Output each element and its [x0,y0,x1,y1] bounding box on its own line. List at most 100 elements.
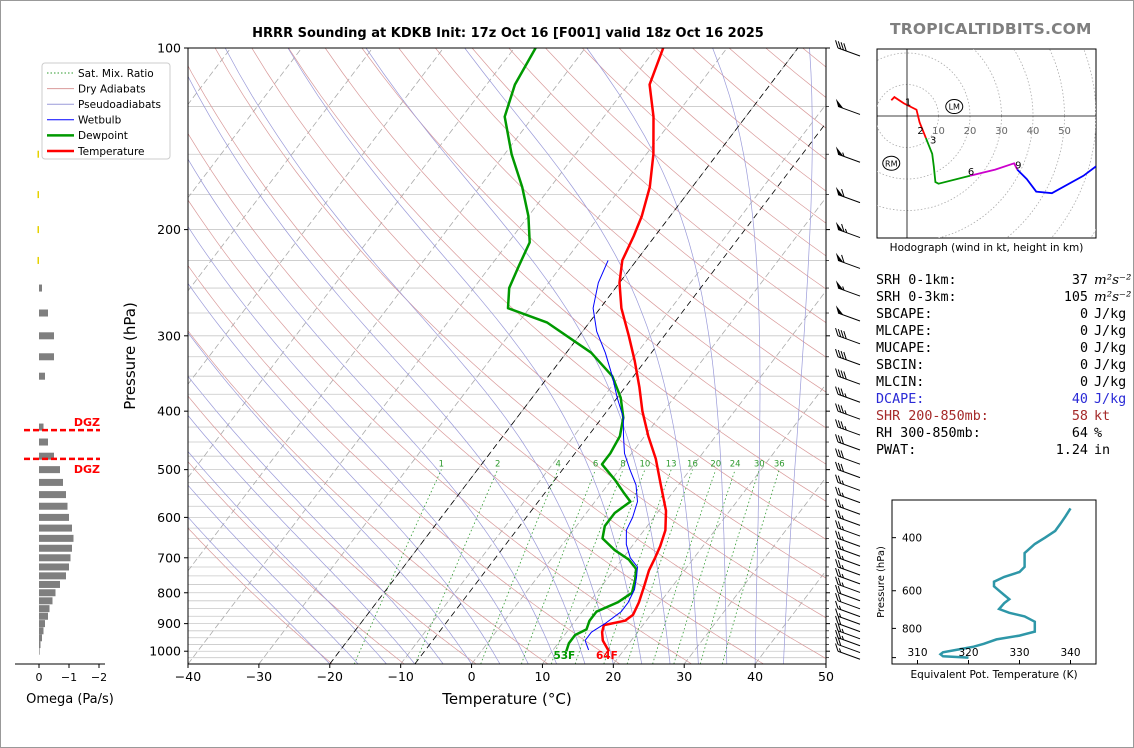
dry-adiabat-line [398,48,826,429]
omega-bar [39,491,66,499]
hodograph-marker-label: LM [949,103,960,112]
mixing-ratio-label: 6 [593,460,598,470]
omega-bar [39,634,42,642]
stats-value: 1.24 [1055,443,1088,458]
mixing-ratio-line [699,469,760,664]
stats-row: MUCAPE: 0 J/kg [876,340,1131,357]
wind-barb-full [835,386,839,395]
isotherm-line [683,476,826,664]
moist-adiabat-line [712,48,761,664]
omega-bar [39,466,60,474]
omega-bar [39,605,50,613]
wind-barb [835,327,861,345]
wind-barb [835,608,861,625]
stats-unit: J/kg [1094,358,1127,373]
wind-barb [835,568,861,585]
omega-bar [39,423,44,431]
stats-row: SRH 0-3km: 105 m²s⁻² [876,289,1131,306]
surface-temperature-label: 64F [596,650,618,662]
wind-barb-flag [835,98,844,109]
wind-barb-staff [837,47,861,57]
mixing-ratio-line [550,469,624,664]
stats-value: 0 [1079,307,1088,322]
wind-barb-half [838,648,842,653]
stats-value: 0 [1079,324,1088,339]
omega-bar [39,544,72,552]
wind-barb-staff [837,650,861,660]
wind-barb [835,386,861,403]
theta-e-y-tick-label: 800 [902,623,922,635]
wind-barb-full [837,435,842,444]
wind-barb-full [837,404,842,413]
wind-barb [835,434,861,451]
hodograph-height-label: 1 [905,98,911,109]
wind-barb [835,629,861,647]
wind-barb-full [843,43,847,52]
wind-barb-full [837,487,842,496]
wind-barb-full [843,330,847,339]
wind-barb-full [840,329,844,338]
dry-adiabat-line [214,48,826,619]
stats-unit: J/kg [1094,375,1127,390]
dry-adiabat-line [288,48,826,540]
reference-isotherm-12c [414,122,826,664]
wind-barb [835,280,861,297]
stats-label: SHR 200-850mb: [876,409,989,424]
wind-barb-full [835,509,839,518]
wind-barb-staff [837,600,861,610]
wind-barb [835,584,861,602]
stats-label: DCAPE: [876,392,925,407]
moist-adiabat-line [188,75,586,664]
mixing-ratio-label: 8 [620,460,625,470]
wind-barb-staff [837,229,861,239]
hodograph-panel: 10 20 30 40 50 1 23 6 9 LM RM Hodograph (wind in kt… [876,48,1097,254]
hodograph-plot-area: 10 20 30 40 50 1 23 6 9 LM RM [877,49,1096,238]
wind-barb-full [835,461,839,470]
hodograph-height-label: 6 [968,167,974,178]
wind-barb-full [835,498,839,507]
wind-barb [835,305,861,322]
moist-adiabat-line [464,48,699,664]
moist-adiabat-line [783,48,813,664]
wind-barb-flag [835,280,844,291]
y-tick-label: 300 [157,328,181,343]
wind-barb-full [841,254,845,263]
wind-barb-full [837,637,842,646]
x-axis-label: Temperature (°C) [441,690,571,708]
stats-unit: in [1094,443,1111,458]
hodograph-ring-label: 30 [995,126,1008,137]
omega-tick-label: −2 [91,671,107,684]
wind-barb-full [835,434,839,443]
wind-barb-full [841,223,845,232]
theta-e-y-tick-label: 600 [902,586,922,598]
wind-barbs [835,40,861,660]
omega-panel: 0 −1 −2 Omega (Pa/s) DGZ DGZ [15,150,114,707]
y-tick-label: 700 [157,550,181,565]
dry-adiabat-line [188,199,692,664]
wind-barb-staff [837,393,861,403]
legend-entry-label: Temperature [77,146,145,158]
wind-barb [835,559,861,576]
legend-entry-label: Sat. Mix. Ratio [78,68,154,80]
wind-barb-full [837,349,842,358]
stats-label: SBCIN: [876,358,925,373]
hodograph-segment [890,95,927,139]
stats-unit: m²s⁻² [1094,290,1132,305]
omega-bar [39,597,53,605]
wind-barb-half [844,393,847,398]
wind-barb-half [842,286,845,291]
wind-barb [835,622,861,640]
x-tick-label: 20 [605,669,621,684]
wind-barb-staff [837,537,861,547]
wind-barb-half [844,426,847,431]
isotherm-line [258,48,728,664]
moist-adiabat-line [188,484,359,664]
hodograph-storm-marker [882,155,901,171]
theta-e-plot-area [938,507,1072,659]
wind-barb-staff [837,441,861,451]
omega-bar [39,438,48,446]
wind-barb-full [835,629,839,638]
mixing-ratio-line [652,469,717,664]
y-tick-label: 100 [157,41,181,56]
wind-barb-full [837,521,842,530]
